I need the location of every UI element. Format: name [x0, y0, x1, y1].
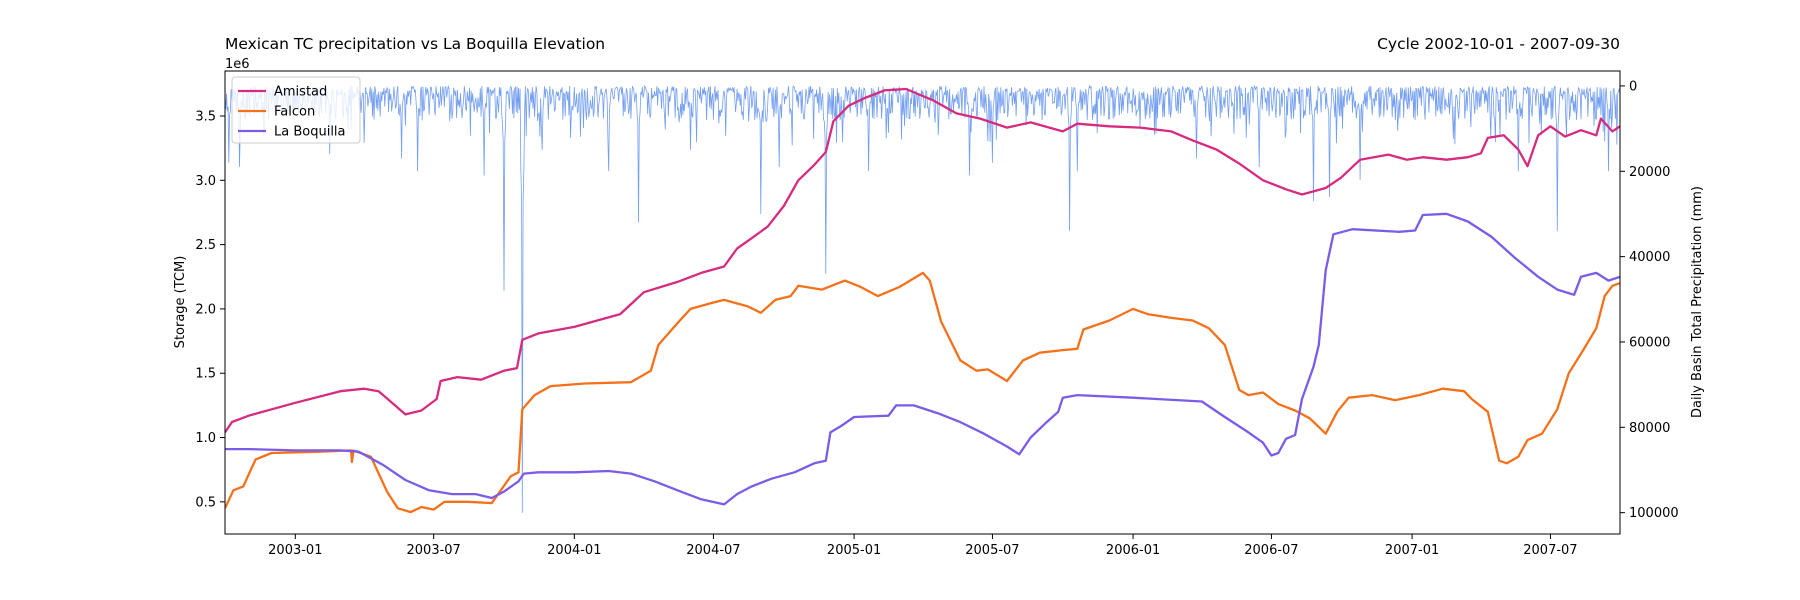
- precipitation-line: [225, 84, 1620, 513]
- x-tick-label: 2003-01: [268, 543, 322, 558]
- legend-label: La Boquilla: [274, 125, 346, 140]
- x-tick-label: 2005-07: [965, 543, 1019, 558]
- x-tick-label: 2004-07: [686, 543, 740, 558]
- right-tick-label: 60000: [1629, 335, 1670, 350]
- series-line-la-boquilla: [225, 212, 1620, 506]
- left-axis-ticks: 0.5 1.0 1.5 2.0 2.5 3.0 3.5: [195, 110, 225, 510]
- right-tick-label: 20000: [1629, 165, 1670, 180]
- right-tick-label: 40000: [1629, 250, 1670, 265]
- x-tick-label: 2007-01: [1385, 543, 1439, 558]
- chart-title-left: Mexican TC precipitation vs La Boquilla …: [225, 35, 605, 53]
- left-axis-title: Storage (TCM): [173, 256, 188, 349]
- plot-frame: [224, 70, 1621, 535]
- right-tick-label: 0: [1629, 79, 1637, 94]
- series-line-amistad: [225, 87, 1620, 434]
- legend-label: Falcon: [274, 105, 315, 120]
- left-tick-label: 1.5: [195, 367, 216, 382]
- left-tick-label: 3.5: [195, 110, 216, 125]
- x-tick-label: 2004-01: [547, 543, 601, 558]
- x-tick-label: 2005-01: [827, 543, 881, 558]
- left-tick-label: 0.5: [195, 495, 216, 510]
- right-axis-ticks: 0 20000 40000 60000 80000 100000: [1620, 79, 1679, 521]
- left-tick-label: 3.0: [195, 174, 216, 189]
- left-tick-label: 2.5: [195, 238, 216, 253]
- right-axis-title: Daily Basin Total Precipitation (mm): [1690, 186, 1705, 418]
- left-tick-label: 2.0: [195, 302, 216, 317]
- x-tick-label: 2007-07: [1523, 543, 1577, 558]
- precipitation-series: [225, 84, 1620, 513]
- chart-title-right: Cycle 2002-10-01 - 2007-09-30: [1377, 35, 1620, 53]
- x-tick-label: 2006-07: [1244, 543, 1298, 558]
- legend-box: [231, 76, 361, 144]
- series-line-falcon: [225, 271, 1620, 514]
- left-tick-label: 1.0: [195, 431, 216, 446]
- legend-label: Amistad: [274, 85, 327, 100]
- right-tick-label: 100000: [1629, 506, 1679, 521]
- legend: Amistad Falcon La Boquilla: [231, 76, 361, 144]
- x-axis-ticks: 2003-01 2003-07 2004-01 2004-07 2005-01 2005-…: [268, 534, 1578, 558]
- right-tick-label: 80000: [1629, 421, 1670, 436]
- storage-series-layer: [225, 87, 1620, 514]
- x-tick-label: 2006-01: [1106, 543, 1160, 558]
- left-axis-offset-label: 1e6: [225, 57, 250, 72]
- x-tick-label: 2003-07: [407, 543, 461, 558]
